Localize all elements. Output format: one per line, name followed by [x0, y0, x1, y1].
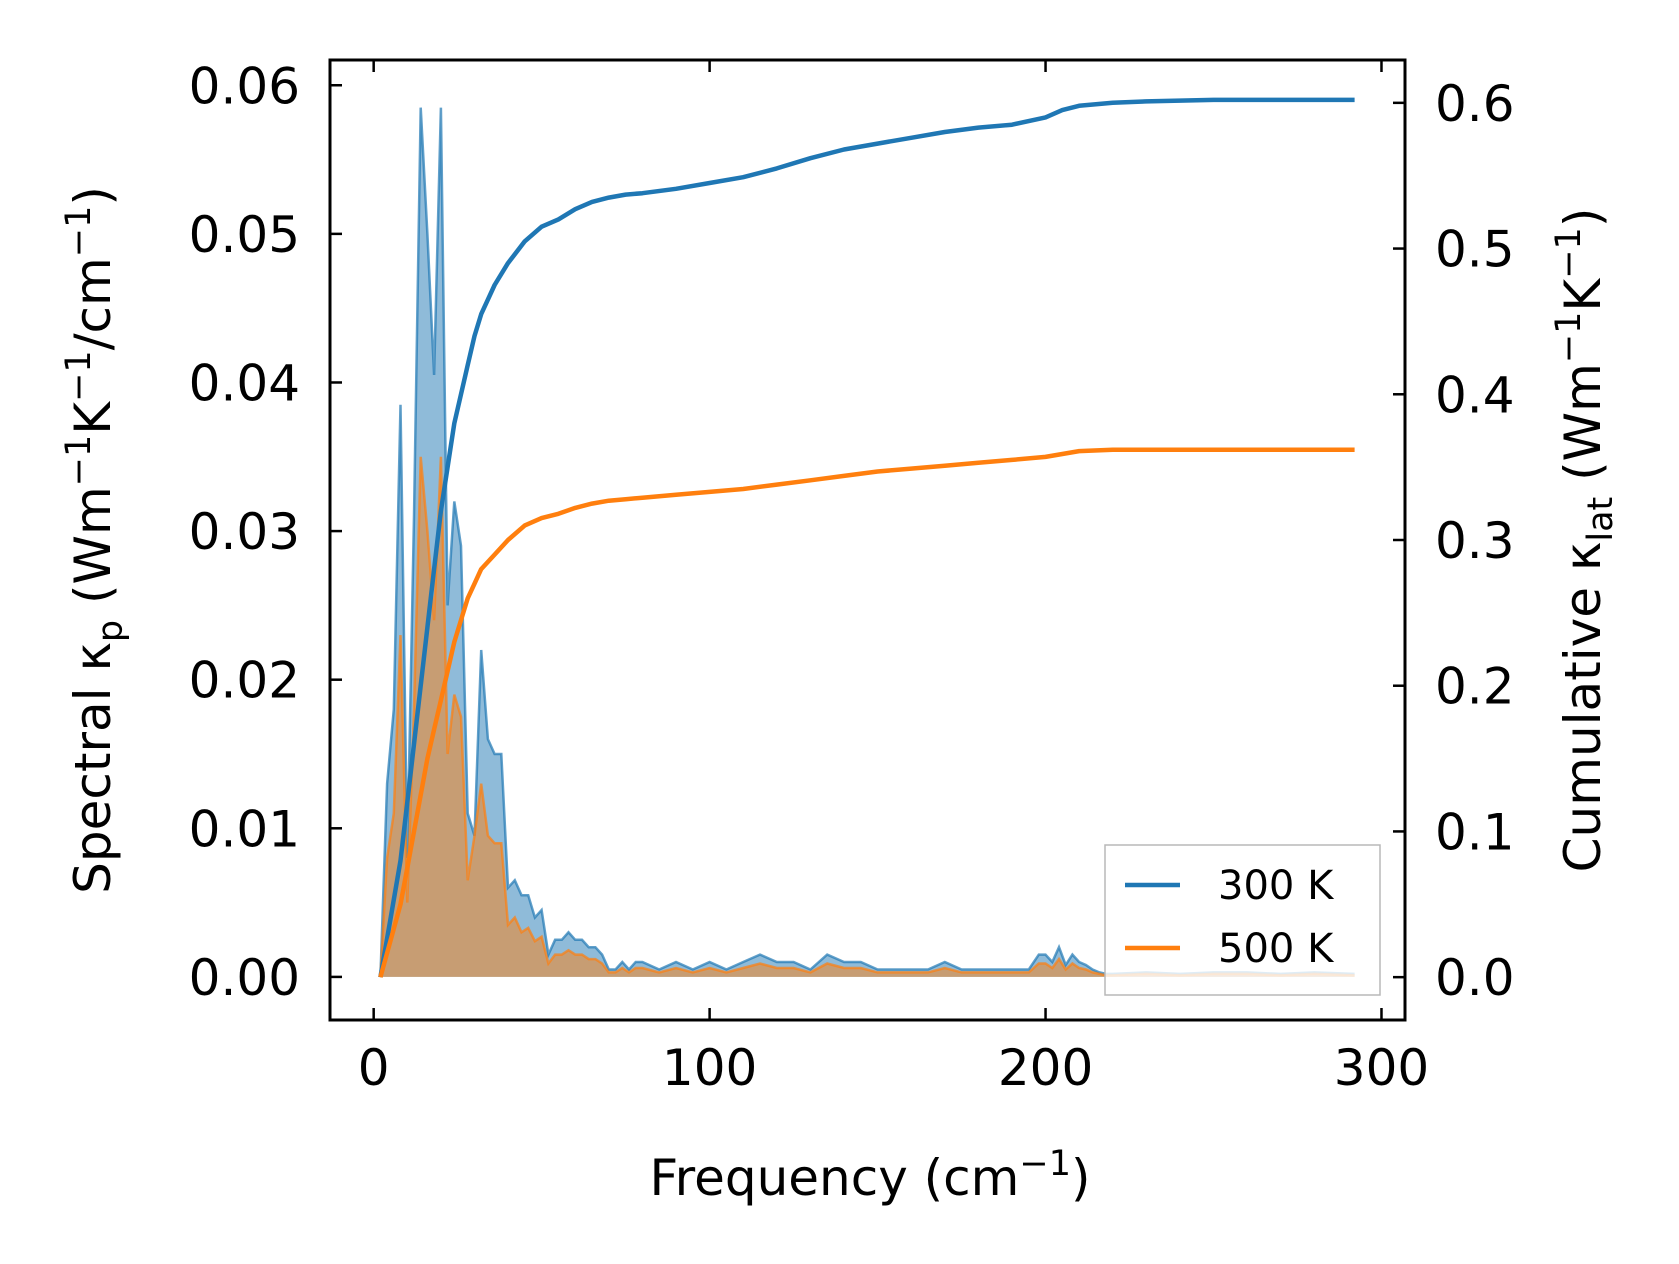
cumulative-line-500k — [378, 447, 1355, 978]
spectral-line-500k — [379, 456, 1355, 977]
left-y-tick-label: 0.01 — [189, 800, 300, 858]
x-tick-label: 200 — [998, 1039, 1093, 1097]
legend-label-500k: 500 K — [1218, 926, 1335, 972]
legend-label-300k: 300 K — [1218, 863, 1335, 909]
right-y-tick-label: 0.2 — [1435, 658, 1515, 716]
x-tick-label: 0 — [358, 1039, 390, 1097]
left-y-tick-label: 0.06 — [189, 57, 300, 115]
plot-marks — [378, 97, 1355, 978]
left-y-tick-label: 0.00 — [189, 949, 300, 1007]
right-y-tick-label: 0.3 — [1435, 512, 1515, 570]
right-y-tick-label: 0.5 — [1435, 221, 1515, 279]
axis-ticks: 0 100 200 300 0.00 0.01 0.02 0.03 0.04 0.05 0.06 0.… — [189, 57, 1515, 1097]
left-y-tick-label: 0.02 — [189, 652, 300, 710]
legend: 300 K 500 K — [1104, 844, 1381, 996]
left-axis-title: Spectral κp (Wm−1K−1/cm−1) — [59, 186, 131, 894]
cumulative-line-300k — [378, 97, 1355, 978]
spectral-line-300k — [379, 107, 1355, 977]
x-tick-label: 300 — [1334, 1039, 1429, 1097]
x-axis-title: Frequency (cm−1) — [649, 1144, 1090, 1207]
left-y-tick-label: 0.05 — [189, 206, 300, 264]
left-y-tick-label: 0.04 — [189, 354, 300, 412]
legend-box — [1104, 844, 1381, 996]
spectral-area-500k — [380, 456, 1355, 977]
x-tick-label: 100 — [662, 1039, 757, 1097]
right-y-tick-label: 0.0 — [1435, 949, 1515, 1007]
right-y-tick-label: 0.1 — [1435, 803, 1515, 861]
left-y-tick-label: 0.03 — [189, 503, 300, 561]
right-axis-title: Cumulative κlat (Wm−1K−1) — [1549, 208, 1621, 873]
right-y-tick-label: 0.4 — [1435, 366, 1515, 424]
right-y-tick-label: 0.6 — [1435, 75, 1515, 133]
